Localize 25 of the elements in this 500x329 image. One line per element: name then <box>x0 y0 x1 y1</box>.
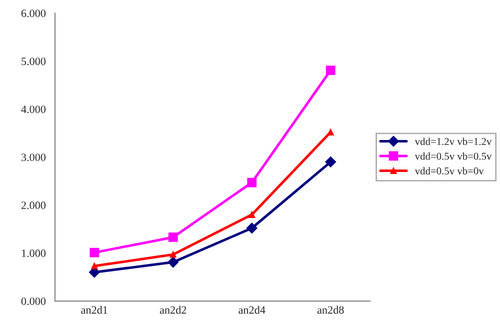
point <box>90 248 100 258</box>
y-tick-label: 2.000 <box>21 202 46 210</box>
y-tick-label: 6.000 <box>21 10 46 18</box>
y-tick-label: 5.000 <box>22 58 46 66</box>
point <box>248 211 256 218</box>
point <box>246 222 258 234</box>
point <box>91 262 98 270</box>
point <box>247 178 257 188</box>
point <box>326 66 336 75</box>
point <box>168 232 178 242</box>
legend-label: vdd=0.5v vb=0.5v <box>414 152 492 160</box>
point <box>170 251 176 258</box>
point <box>327 128 334 136</box>
y-tick-label: 4.000 <box>21 106 46 114</box>
legend-label: vdd=0.5v vb=0v <box>414 167 484 174</box>
y-tick-label: 0.000 <box>21 298 46 306</box>
x-tick-label: an2d2 <box>160 306 186 314</box>
x-tick-label: an2d8 <box>317 306 344 314</box>
x-tick-label: an2d1 <box>81 306 108 314</box>
y-tick-label: 3.000 <box>22 154 46 162</box>
point <box>325 156 336 168</box>
y-tick-label: 1.000 <box>22 250 46 258</box>
x-tick-label: an2d4 <box>238 306 266 314</box>
point <box>168 256 179 268</box>
legend-label: vdd=1.2v vb=1.2v <box>414 138 492 146</box>
